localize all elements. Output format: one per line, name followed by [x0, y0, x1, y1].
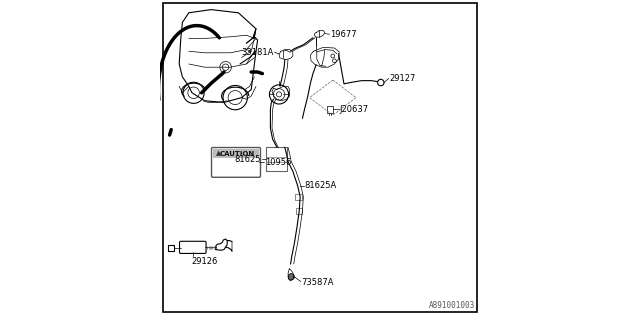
Text: 29127: 29127: [390, 74, 416, 83]
Text: A891001003: A891001003: [429, 301, 475, 310]
Bar: [296, 208, 302, 214]
Text: CAUTION: CAUTION: [219, 151, 255, 156]
Bar: [327, 106, 333, 113]
Bar: [296, 194, 302, 200]
FancyBboxPatch shape: [211, 148, 260, 177]
Text: 73587A: 73587A: [302, 278, 334, 287]
Text: 81625: 81625: [234, 155, 261, 164]
FancyBboxPatch shape: [179, 241, 206, 253]
Bar: [168, 245, 174, 251]
Text: J20637: J20637: [339, 105, 369, 114]
Circle shape: [288, 274, 294, 280]
Text: ▲: ▲: [216, 151, 221, 156]
Bar: [266, 147, 287, 171]
Text: 10956: 10956: [265, 158, 291, 167]
Bar: [214, 149, 259, 158]
Text: 29126: 29126: [191, 257, 218, 266]
Text: 33181A: 33181A: [241, 48, 274, 57]
Text: 81625A: 81625A: [305, 181, 337, 190]
Text: 19677: 19677: [330, 30, 357, 39]
